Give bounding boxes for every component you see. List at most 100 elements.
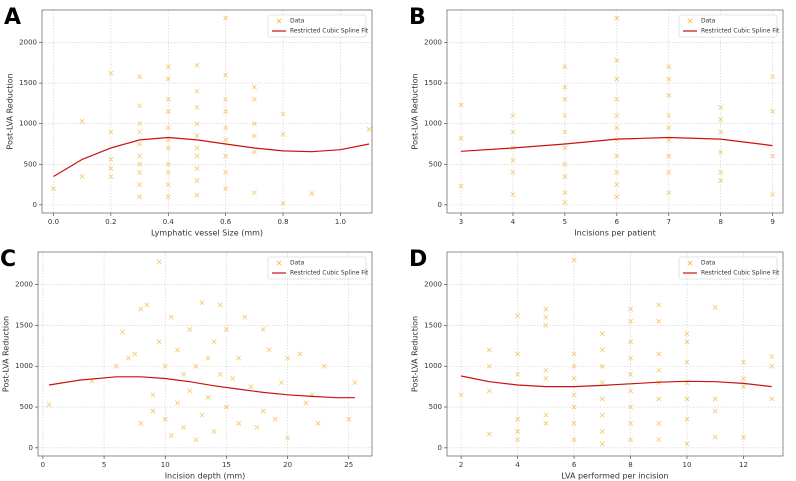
data-point: [223, 186, 229, 192]
data-point: [614, 153, 620, 159]
x-tick-label: 20: [283, 461, 292, 469]
data-point: [510, 129, 516, 135]
x-tick-label: 1.0: [335, 218, 346, 226]
data-point: [599, 380, 605, 386]
data-point: [108, 70, 114, 76]
legend-swatch: [276, 260, 282, 266]
data-point: [458, 135, 464, 141]
y-tick-label: 1000: [15, 362, 33, 370]
data-point: [510, 157, 516, 163]
data-point: [458, 102, 464, 108]
spline-line: [460, 375, 772, 388]
x-tick-label: 10: [161, 461, 170, 469]
data-point: [666, 190, 672, 196]
data-point: [571, 404, 577, 410]
data-point: [46, 402, 52, 408]
data-point: [614, 96, 620, 102]
data-point: [628, 437, 634, 443]
y-tick-label: 1500: [19, 79, 37, 87]
data-point: [571, 437, 577, 443]
data-point: [217, 371, 223, 377]
data-point: [137, 182, 143, 188]
data-point: [315, 420, 321, 426]
data-point: [309, 191, 315, 196]
panel: D 2 4 6 8 10 12 0 500 1000 1500 2000 LVA performed p…: [409, 247, 784, 481]
data-point: [223, 153, 229, 159]
data-point: [137, 161, 143, 167]
data-point: [571, 375, 577, 381]
legend-label: Data: [701, 260, 716, 267]
data-point: [205, 394, 211, 400]
data-point: [137, 103, 143, 109]
data-point: [599, 396, 605, 402]
data-point: [486, 388, 492, 394]
data-point: [571, 363, 577, 369]
data-point: [543, 420, 549, 426]
data-point: [165, 161, 171, 167]
spline-line: [460, 136, 773, 152]
data-point: [486, 431, 492, 437]
legend-label: Data: [290, 18, 305, 25]
plot-frame: [41, 9, 373, 214]
data-point: [666, 125, 672, 131]
data-point: [740, 384, 746, 390]
panel: B 3 4 5 6 7 8 9 0 500 1000 1500 2000 Incisions per pa…: [409, 5, 784, 238]
legend-box: [678, 256, 778, 280]
x-axis-label: Incision depth (mm): [165, 472, 246, 481]
data-point: [571, 257, 577, 263]
data-point: [119, 329, 125, 335]
data-point: [194, 145, 200, 151]
data-point: [562, 173, 568, 179]
legend-swatch: [276, 18, 282, 24]
data-point: [543, 367, 549, 373]
y-tick-label: 2000: [19, 38, 37, 46]
data-point: [486, 363, 492, 369]
data-point: [165, 64, 171, 70]
data-point: [260, 327, 266, 333]
x-tick-label: 8: [718, 218, 722, 226]
data-point: [193, 437, 199, 443]
panel: C 0 5 10 15 20 25 0 500 1000 1500 2000 Incision dept…: [0, 247, 373, 481]
data-point: [718, 117, 724, 123]
panel-label: C: [0, 247, 16, 272]
data-point: [562, 161, 568, 167]
y-tick-label: 500: [20, 403, 33, 411]
data-point: [458, 183, 464, 189]
panel-label: D: [409, 247, 427, 272]
data-point: [137, 194, 143, 200]
data-point: [684, 396, 690, 402]
data-point: [266, 347, 272, 353]
data-point: [150, 408, 156, 414]
data-point: [236, 355, 242, 361]
data-point: [194, 153, 200, 159]
y-tick-label: 1500: [424, 79, 442, 87]
legend-label: Data: [290, 260, 305, 267]
data-point: [251, 149, 257, 155]
data-point: [770, 153, 776, 159]
data-point: [150, 392, 156, 398]
data-point: [599, 412, 605, 418]
data-point: [515, 351, 521, 357]
y-tick-label: 0: [29, 444, 33, 452]
data-point: [684, 416, 690, 422]
legend-label: Data: [701, 18, 716, 25]
data-point: [656, 420, 662, 426]
data-point: [510, 169, 516, 175]
data-point: [628, 404, 634, 410]
legend-swatch: [687, 18, 693, 24]
data-point: [79, 118, 85, 124]
data-point: [770, 191, 776, 197]
data-point: [181, 424, 187, 430]
data-point: [162, 416, 168, 422]
data-point: [194, 192, 200, 198]
legend-label: Restricted Cubic Spline Fit: [701, 270, 780, 277]
legend-label: Restricted Cubic Spline Fit: [701, 28, 780, 35]
x-tick-label: 4: [511, 218, 516, 226]
data-point: [181, 371, 187, 377]
data-point: [614, 125, 620, 131]
data-point: [712, 396, 718, 402]
x-tick-label: 12: [739, 461, 748, 469]
data-point: [614, 15, 620, 21]
data-point: [666, 92, 672, 98]
data-point: [515, 371, 521, 377]
